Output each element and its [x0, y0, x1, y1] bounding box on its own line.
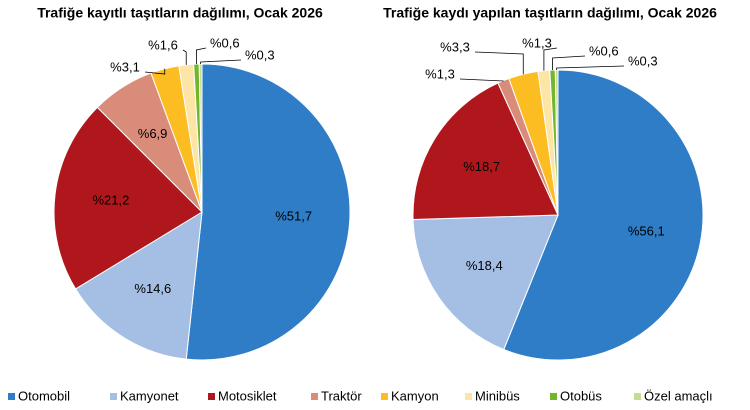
legend-swatch — [110, 393, 117, 400]
data-label: %1,6 — [148, 37, 178, 52]
pie-slice — [412, 82, 559, 221]
data-label: %0,6 — [589, 43, 619, 58]
leader-line — [144, 68, 166, 75]
legend-swatch — [208, 393, 215, 400]
data-label: %51,7 — [275, 208, 312, 223]
data-label: %18,7 — [463, 159, 500, 174]
pie-slice — [53, 106, 203, 290]
legend-label: Minibüs — [475, 388, 520, 403]
leader-line — [552, 55, 586, 71]
legend-swatch — [465, 393, 472, 400]
leader-line — [182, 49, 187, 65]
chart-title: Trafiğe kaydı yapılan taşıtların dağılım… — [383, 5, 717, 21]
leader-line — [196, 47, 207, 65]
pie-slice — [503, 69, 704, 361]
data-label: %0,3 — [628, 53, 658, 68]
data-label: %6,9 — [138, 126, 168, 141]
legend-swatch — [634, 393, 641, 400]
legend-label: Özel amaçlı — [644, 388, 713, 403]
legend-label: Traktör — [321, 388, 362, 403]
leader-line — [556, 65, 625, 71]
pie-slice — [412, 214, 559, 351]
chart-title: Trafiğe kayıtlı taşıtların dağılımı, Oca… — [37, 5, 323, 21]
leader-line — [459, 78, 504, 82]
pie-slice — [185, 63, 351, 361]
legend-swatch — [381, 393, 388, 400]
leader-line — [200, 59, 242, 65]
legend-label: Kamyonet — [120, 388, 179, 403]
data-label: %1,3 — [522, 35, 552, 50]
leader-line — [474, 51, 524, 75]
data-label: %3,3 — [440, 39, 470, 54]
data-label: %14,6 — [134, 281, 171, 296]
legend-label: Otobüs — [560, 388, 602, 403]
data-label: %0,3 — [245, 47, 275, 62]
legend-swatch — [550, 393, 557, 400]
leader-line — [543, 47, 558, 71]
data-label: %21,2 — [92, 193, 129, 208]
data-label: %3,1 — [110, 59, 140, 74]
data-label: %18,4 — [466, 258, 503, 273]
legend-swatch — [8, 393, 15, 400]
legend-swatch — [311, 393, 318, 400]
legend-label: Kamyon — [391, 388, 439, 403]
legend-label: Motosiklet — [218, 388, 277, 403]
data-label: %0,6 — [210, 35, 240, 50]
legend-label: Otomobil — [18, 388, 70, 403]
pie-slice — [74, 211, 203, 360]
data-label: %56,1 — [628, 224, 665, 239]
pie-slice — [554, 69, 559, 216]
data-label: %1,3 — [425, 66, 455, 81]
